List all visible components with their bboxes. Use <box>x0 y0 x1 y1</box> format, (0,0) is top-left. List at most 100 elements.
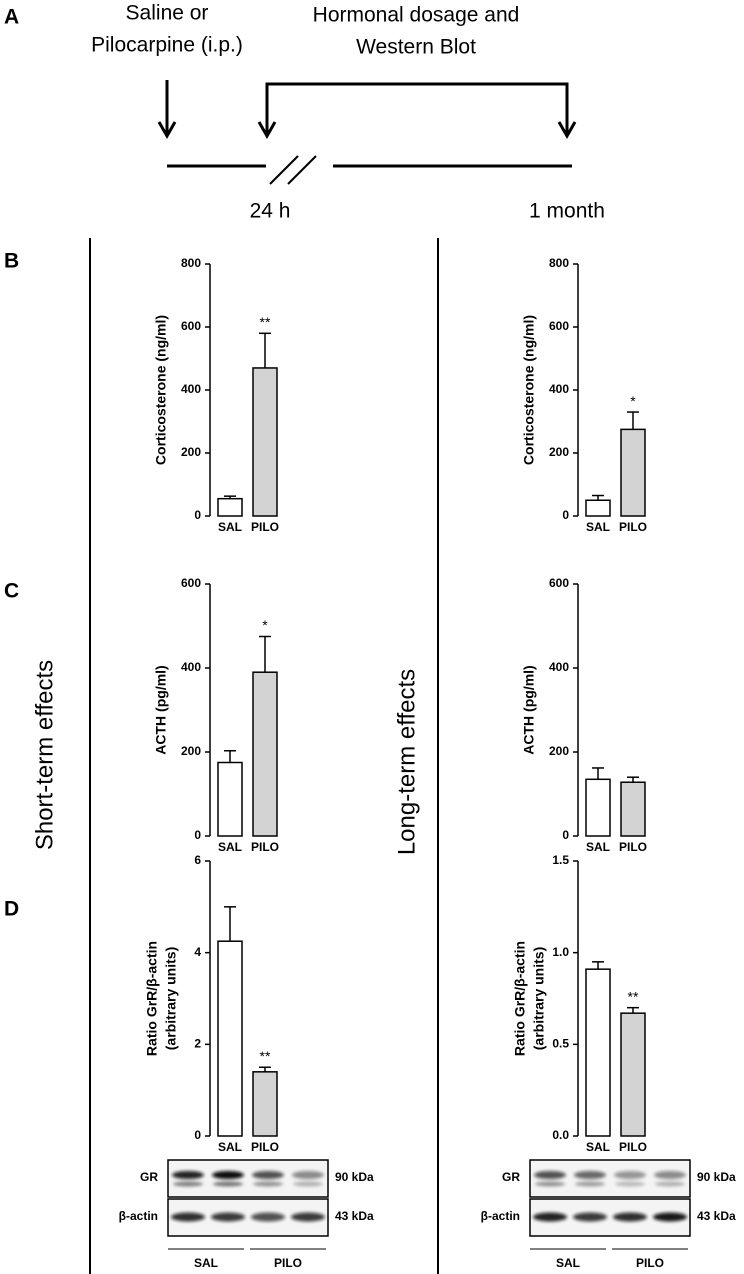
blot-band <box>173 1181 203 1187</box>
timeline-text: Western Blot <box>356 36 476 59</box>
blot-row-label: β-actin <box>481 1209 520 1223</box>
y-tick-label: 200 <box>181 744 201 758</box>
x-tick-label: SAL <box>586 840 610 854</box>
panel-label: C <box>4 580 19 603</box>
significance: * <box>262 617 268 633</box>
bar <box>217 761 243 837</box>
blot-band <box>615 1181 645 1187</box>
y-tick-label: 400 <box>549 382 569 396</box>
blot-band <box>171 1212 205 1222</box>
blot-band <box>613 1212 647 1222</box>
y-axis-label: ACTH (pg/ml) <box>153 665 169 754</box>
blot-size-label: 43 kDa <box>335 1209 374 1223</box>
x-tick-label: SAL <box>586 520 610 534</box>
blot-size-label: 43 kDa <box>697 1209 736 1223</box>
bar <box>217 497 243 517</box>
x-tick-label: SAL <box>218 840 242 854</box>
y-tick-label: 200 <box>549 445 569 459</box>
y-tick-label: 800 <box>181 256 201 270</box>
timeline-text: Pilocarpine (i.p.) <box>91 34 243 57</box>
panel-label: A <box>4 6 19 29</box>
y-tick-label: 600 <box>549 319 569 333</box>
y-tick-label: 2 <box>194 1037 201 1051</box>
x-tick-label: SAL <box>586 1140 610 1154</box>
blot-band <box>172 1171 204 1179</box>
x-tick-label: PILO <box>619 520 647 534</box>
blot-band <box>655 1181 685 1187</box>
timeline <box>157 80 577 185</box>
group-label: PILO <box>636 1256 664 1270</box>
x-tick-label: PILO <box>619 840 647 854</box>
blot-band <box>535 1181 565 1187</box>
blot-band <box>292 1171 324 1179</box>
blot-band <box>653 1212 687 1222</box>
bar <box>620 1012 646 1137</box>
blot-band <box>293 1181 323 1187</box>
blot-band <box>291 1212 325 1222</box>
blot-row-label: GR <box>502 1170 520 1184</box>
blot-size-label: 90 kDa <box>697 1170 736 1184</box>
blot-row-label: GR <box>140 1170 158 1184</box>
blot-band <box>251 1212 285 1222</box>
timeline-time: 24 h <box>250 200 291 223</box>
y-tick-label: 4 <box>194 945 201 959</box>
y-tick-label: 400 <box>181 660 201 674</box>
x-tick-label: PILO <box>619 1140 647 1154</box>
y-tick-label: 0 <box>562 828 569 842</box>
x-tick-label: SAL <box>218 520 242 534</box>
y-tick-label: 0.5 <box>552 1037 569 1051</box>
y-tick-label: 0 <box>194 1128 201 1142</box>
blot-band <box>573 1212 607 1222</box>
significance: ** <box>628 988 639 1004</box>
blot-band <box>533 1212 567 1222</box>
y-axis-label: (arbitrary units) <box>163 947 179 1050</box>
blot-size-label: 90 kDa <box>335 1170 374 1184</box>
y-axis-label: ACTH (pg/ml) <box>521 665 537 754</box>
y-tick-label: 400 <box>181 382 201 396</box>
section-label: Long-term effects <box>393 669 420 855</box>
significance: ** <box>260 314 271 330</box>
y-tick-label: 0 <box>194 508 201 522</box>
bar <box>252 1071 278 1137</box>
y-tick-label: 600 <box>181 576 201 590</box>
blot-band <box>654 1171 686 1179</box>
y-tick-label: 1.5 <box>552 853 569 867</box>
group-label: SAL <box>194 1256 218 1270</box>
bar <box>217 940 243 1137</box>
timeline-text: Saline or <box>126 2 209 25</box>
bar <box>252 671 278 837</box>
blot-band <box>212 1171 244 1179</box>
y-axis-label: Ratio GrR/β-actin <box>144 941 160 1056</box>
significance: * <box>630 393 636 409</box>
panel-label: D <box>4 898 19 921</box>
section-label: Short-term effects <box>31 660 58 850</box>
bar <box>620 781 646 837</box>
timeline-text: Hormonal dosage and <box>313 4 520 27</box>
panel-label: B <box>4 250 19 273</box>
y-tick-label: 600 <box>549 576 569 590</box>
significance: ** <box>260 1048 271 1064</box>
y-tick-label: 400 <box>549 660 569 674</box>
group-label: SAL <box>556 1256 580 1270</box>
blot-band <box>252 1171 284 1179</box>
bar <box>620 428 646 517</box>
y-tick-label: 0 <box>194 828 201 842</box>
blot-band <box>253 1181 283 1187</box>
blot-band <box>575 1181 605 1187</box>
y-axis-label: (arbitrary units) <box>531 947 547 1050</box>
y-tick-label: 800 <box>549 256 569 270</box>
x-tick-label: SAL <box>218 1140 242 1154</box>
y-tick-label: 6 <box>194 853 201 867</box>
bar <box>585 499 611 517</box>
y-tick-label: 0.0 <box>552 1128 569 1142</box>
x-tick-label: PILO <box>251 840 279 854</box>
timeline-time: 1 month <box>529 200 605 223</box>
y-tick-label: 200 <box>181 445 201 459</box>
blot-band <box>614 1171 646 1179</box>
blot-band <box>213 1181 243 1187</box>
x-tick-label: PILO <box>251 1140 279 1154</box>
y-tick-label: 200 <box>549 744 569 758</box>
y-tick-label: 0 <box>562 508 569 522</box>
y-tick-label: 1.0 <box>552 945 569 959</box>
